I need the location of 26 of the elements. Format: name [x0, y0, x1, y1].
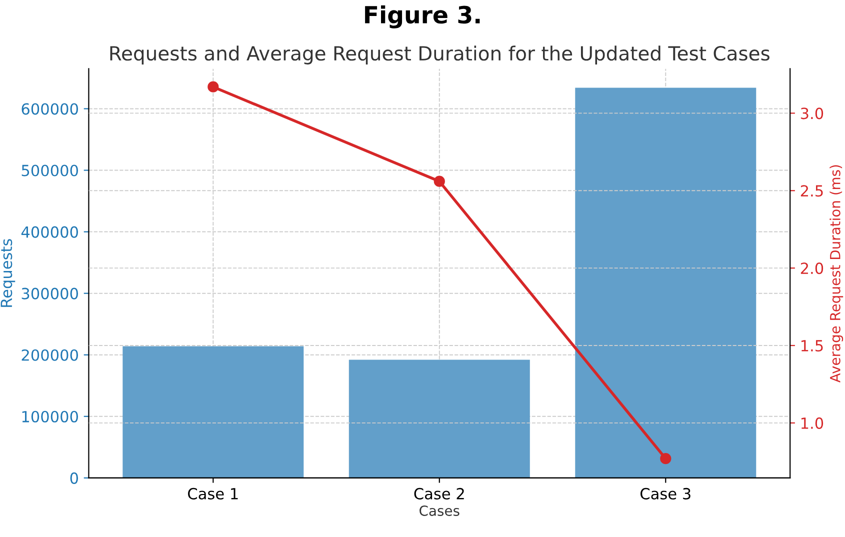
y2-tick-label: 2.0 [800, 262, 824, 274]
y-tick-label: 600000 [22, 103, 78, 115]
x-tick-label: Case 1 [188, 488, 238, 500]
y2-tick-label: 1.0 [801, 417, 824, 429]
y-tick-label: 400000 [21, 226, 78, 238]
bar [122, 346, 304, 478]
y-tick-label: 500000 [22, 164, 78, 176]
chart-subtitle: Requests and Average Request Duration for the Updated Test Cases [110, 46, 770, 64]
bar [348, 360, 530, 478]
x-axis-title: Cases [420, 505, 460, 516]
point [660, 453, 672, 464]
y-tick-label: 300000 [22, 288, 78, 300]
y2-axis-title: Average Request Duration (ms) [830, 165, 844, 383]
chart-title: Figure 3. [365, 5, 480, 28]
point [208, 81, 219, 92]
y2-tick-label: 3.0 [800, 108, 824, 120]
y2-tick-label: 2.5 [800, 185, 823, 197]
x-tick-label: Case 2 [414, 488, 464, 500]
y2-tick-label: 1.5 [801, 340, 823, 352]
x-tick-label: Case 3 [640, 488, 690, 500]
point [434, 176, 445, 187]
y-tick-label: 100000 [22, 410, 78, 422]
y-tick-label: 0 [70, 472, 78, 484]
y-tick-label: 200000 [22, 349, 78, 361]
bar [575, 88, 756, 478]
y-axis-title: Requests [0, 239, 16, 307]
